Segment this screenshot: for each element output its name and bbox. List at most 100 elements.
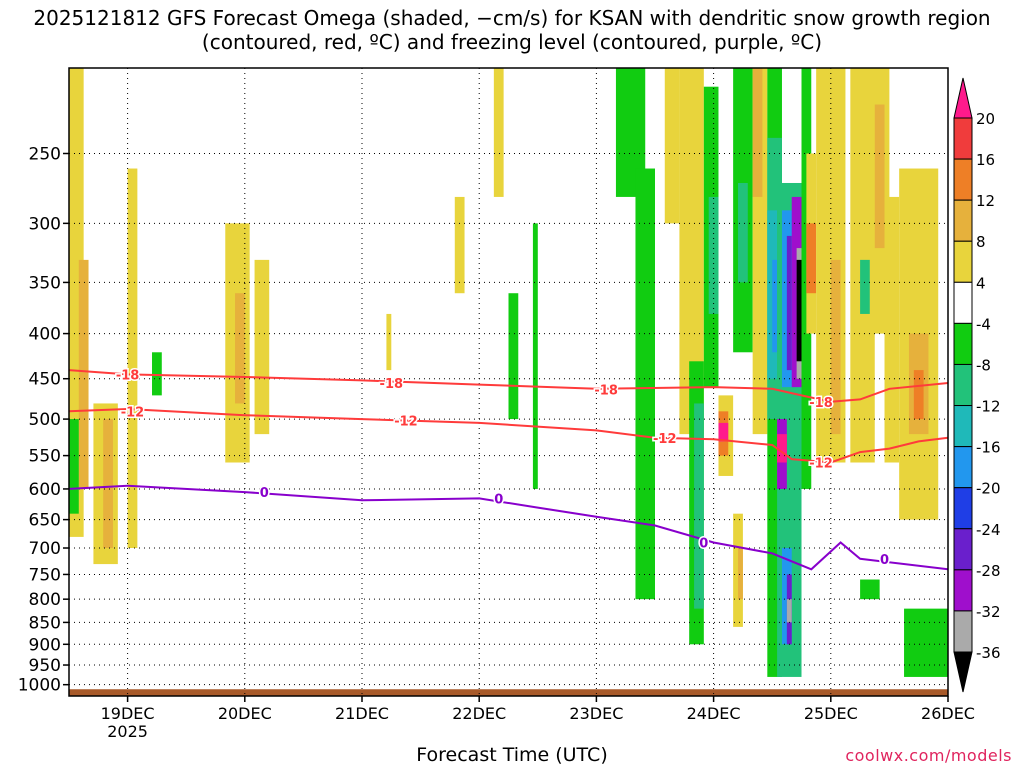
contour-layer bbox=[68, 369, 949, 571]
colorbar: 20 16 12 8 4 -4 -8 -12 -16 -20 -24 -28 -32 -36 bbox=[953, 77, 1001, 693]
x-tick-label: 21DEC bbox=[335, 704, 389, 723]
surface-ground-layer bbox=[69, 689, 948, 696]
colorbar-box-12 bbox=[953, 610, 973, 653]
x-tick-label: 24DEC bbox=[687, 704, 741, 723]
omega-shade-1 bbox=[78, 259, 89, 489]
colorbar-label: 16 bbox=[976, 151, 995, 169]
omega-shade-31 bbox=[752, 68, 763, 197]
y-axis: 2503003504004505005506006507007508008509… bbox=[18, 144, 69, 696]
omega-shade-6 bbox=[152, 352, 162, 396]
y-tick-label: 500 bbox=[29, 410, 61, 430]
omega-shade-11 bbox=[454, 196, 465, 294]
contour-label: 0 bbox=[260, 486, 269, 501]
chart-title: 2025121812 GFS Forecast Omega (shaded, −… bbox=[33, 6, 991, 54]
x-axis-title: Forecast Time (UTC) bbox=[416, 744, 608, 766]
omega-shade-49 bbox=[806, 223, 817, 294]
colorbar-box-11 bbox=[953, 569, 973, 612]
x-tick-label: 22DEC bbox=[452, 704, 506, 723]
omega-shade-14 bbox=[532, 223, 538, 489]
colorbar-box-7 bbox=[953, 405, 973, 448]
omega-shade-3 bbox=[103, 419, 113, 549]
omega-shade-22 bbox=[708, 196, 719, 314]
y-tick-label: 600 bbox=[29, 480, 61, 500]
y-tick-label: 350 bbox=[29, 273, 61, 293]
colorbar-label: -32 bbox=[976, 603, 1001, 621]
y-tick-label: 400 bbox=[29, 325, 61, 345]
omega-shade-5 bbox=[127, 168, 138, 549]
omega-shade-56 bbox=[884, 196, 900, 463]
omega-shade-12 bbox=[493, 68, 504, 197]
omega-shade-4 bbox=[69, 419, 79, 514]
colorbar-box-3 bbox=[953, 240, 973, 283]
contour-label: 0 bbox=[880, 553, 889, 568]
y-tick-label: 1000 bbox=[18, 676, 61, 696]
omega-shade-13 bbox=[508, 293, 519, 420]
y-tick-label: 550 bbox=[29, 447, 61, 467]
omega-shade-20 bbox=[694, 403, 704, 609]
colorbar-bottom-arrow bbox=[953, 651, 973, 693]
omega-shade-51 bbox=[830, 259, 841, 435]
contour-label: -12 bbox=[121, 405, 145, 420]
omega-shade-55 bbox=[874, 104, 885, 249]
omega-shade-47 bbox=[801, 68, 812, 489]
dendritic-contour-1 bbox=[68, 407, 949, 464]
omega-shade-17 bbox=[664, 68, 680, 224]
x-tick-sublabel: 2025 bbox=[107, 722, 148, 741]
omega-shade-10 bbox=[386, 313, 392, 371]
colorbar-box-9 bbox=[953, 487, 973, 530]
contour-label: 0 bbox=[494, 492, 503, 507]
surface-ground bbox=[69, 689, 948, 696]
contour-label: 0 bbox=[699, 536, 708, 551]
colorbar-box-8 bbox=[953, 446, 973, 489]
omega-shade-34 bbox=[767, 210, 778, 379]
contour-labels-layer: -18 -18 -18 -18 -12 -12 -12 -12 0 0 0 0 bbox=[114, 367, 890, 569]
y-tick-label: 750 bbox=[29, 565, 61, 585]
colorbar-box-4 bbox=[953, 281, 973, 324]
omega-shade-41 bbox=[786, 599, 792, 623]
contour-label: -12 bbox=[394, 415, 418, 430]
colorbar-label: 8 bbox=[976, 233, 986, 251]
x-tick-label: 25DEC bbox=[804, 704, 858, 723]
colorbar-label: -24 bbox=[976, 521, 1001, 539]
y-tick-label: 700 bbox=[29, 539, 61, 559]
credit-text: coolwx.com/models bbox=[845, 746, 1012, 765]
contour-label: -12 bbox=[653, 432, 677, 447]
colorbar-box-0 bbox=[953, 117, 973, 160]
dendritic-contour-0 bbox=[68, 369, 949, 403]
y-tick-label: 800 bbox=[29, 590, 61, 610]
y-tick-label: 450 bbox=[29, 370, 61, 390]
y-tick-label: 650 bbox=[29, 511, 61, 531]
omega-shade-25 bbox=[718, 422, 729, 442]
colorbar-label: -20 bbox=[976, 480, 1001, 498]
contour-label: -18 bbox=[380, 377, 404, 392]
contour-label: -12 bbox=[809, 457, 833, 472]
omega-shading-layer bbox=[69, 68, 948, 677]
colorbar-label: 4 bbox=[976, 274, 986, 292]
omega-shade-27 bbox=[738, 548, 743, 600]
colorbar-box-2 bbox=[953, 199, 973, 242]
colorbar-label: 20 bbox=[976, 110, 995, 128]
omega-shade-60 bbox=[860, 579, 880, 600]
omega-shade-43 bbox=[777, 434, 787, 463]
colorbar-label: -8 bbox=[976, 356, 991, 374]
contour-label: -18 bbox=[809, 396, 833, 411]
omega-shade-38 bbox=[786, 235, 792, 371]
colorbar-box-5 bbox=[953, 322, 973, 365]
colorbar-label: 12 bbox=[976, 192, 995, 210]
contour-label: -18 bbox=[116, 368, 140, 383]
freezing-level-contour bbox=[68, 484, 949, 571]
contour-label: -18 bbox=[594, 384, 618, 399]
omega-shade-61 bbox=[904, 608, 948, 677]
colorbar-label: -4 bbox=[976, 315, 991, 333]
omega-shade-9 bbox=[254, 259, 270, 435]
colorbar-top-arrow bbox=[953, 77, 973, 119]
colorbar-box-10 bbox=[953, 528, 973, 571]
omega-shade-16 bbox=[635, 168, 655, 600]
x-tick-label: 19DEC bbox=[101, 704, 155, 723]
omega-shade-35 bbox=[772, 259, 778, 353]
colorbar-label: -12 bbox=[976, 398, 1001, 416]
x-tick-label: 26DEC bbox=[921, 704, 975, 723]
colorbar-box-1 bbox=[953, 158, 973, 201]
